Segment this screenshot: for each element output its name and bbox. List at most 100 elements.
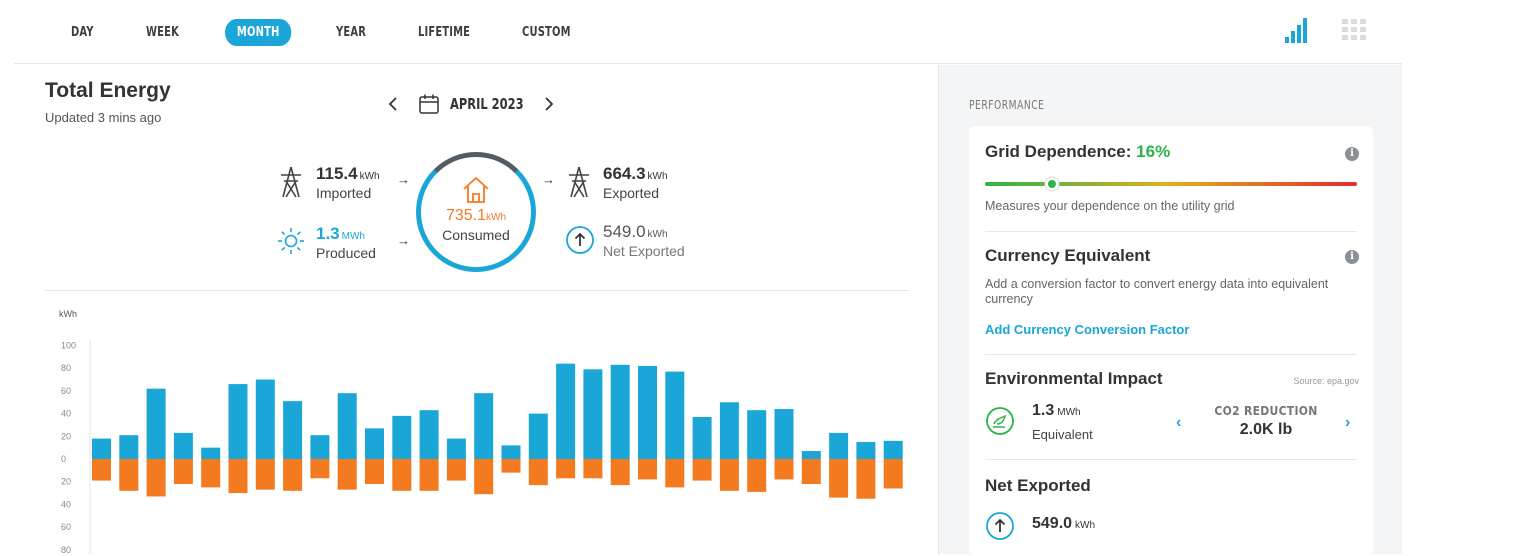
gauge-dot (1047, 180, 1056, 188)
export-bar (474, 459, 494, 495)
y-tick-label: 20 (61, 431, 71, 441)
consumed-value: 735.1 (445, 207, 487, 224)
consumption-bar (610, 364, 630, 459)
net-exported-row: 549.0 kWh (1032, 515, 1095, 533)
export-bar (119, 459, 139, 491)
info-icon[interactable]: i (1345, 250, 1359, 264)
tab-week[interactable]: WEEK (146, 25, 179, 40)
arrow-up-circle-icon (566, 226, 594, 254)
imported-stat: 115.4 kWh Imported (316, 165, 380, 201)
page-margin (1402, 0, 1536, 554)
grid-dependence-title: Grid Dependence: 16% (985, 142, 1170, 162)
info-icon[interactable]: i (1345, 147, 1359, 161)
consumption-bar (419, 410, 439, 459)
transmission-tower-icon (281, 166, 301, 198)
period-navigator: APRIL 2023 (384, 91, 558, 117)
imported-unit: kWh (359, 171, 380, 182)
arrow-up-circle-icon (986, 512, 1014, 540)
export-bar (337, 459, 357, 490)
environment-unit: MWh (1057, 407, 1081, 418)
grid-dependence-value: 16% (1136, 142, 1171, 161)
grid-dependence-desc: Measures your dependence on the utility … (985, 199, 1235, 213)
currency-desc: Add a conversion factor to convert energ… (985, 277, 1329, 306)
page-title: Total Energy (45, 79, 171, 102)
calendar-icon[interactable] (418, 93, 440, 115)
net-exported-unit: kWh (647, 229, 668, 240)
net-exported-stat: 549.0 kWh Net Exported (603, 223, 685, 259)
export-bar (583, 459, 603, 479)
divider (45, 290, 909, 291)
consumed-circle: 735.1kWh Consumed (416, 152, 536, 272)
consumption-bar (146, 388, 166, 459)
performance-card: Grid Dependence: 16% i Measures your dep… (969, 126, 1373, 556)
consumption-bar (201, 447, 221, 459)
exported-value: 664.3 (603, 164, 646, 183)
tab-custom[interactable]: CUSTOM (522, 25, 571, 40)
net-exported-label: Net Exported (603, 243, 685, 259)
tab-lifetime[interactable]: LIFETIME (418, 25, 471, 40)
chevron-left-icon[interactable]: ‹ (1176, 414, 1182, 431)
sun-icon (278, 228, 304, 254)
divider (985, 354, 1357, 355)
y-tick-label: 20 (61, 477, 71, 487)
export-bar (146, 459, 166, 497)
grid-icon[interactable] (1338, 15, 1370, 47)
consumption-bar (92, 438, 111, 459)
consumption-bar (801, 451, 821, 459)
consumption-bar (119, 435, 139, 459)
consumption-bar (501, 445, 521, 459)
performance-heading: PERFORMANCE (969, 98, 1045, 112)
consumption-bar (829, 432, 849, 459)
consumption-bar (692, 417, 712, 459)
consumed-unit: kWh (486, 212, 507, 223)
consumption-bar (883, 440, 903, 459)
chevron-right-icon[interactable]: › (1345, 414, 1351, 431)
net-exported-title: Net Exported (985, 476, 1091, 495)
y-axis-label: kWh (59, 309, 77, 319)
arrow-right-icon: → (397, 233, 410, 248)
chevron-right-icon[interactable] (538, 94, 558, 114)
co2-title: CO2 REDUCTION (1214, 404, 1318, 418)
export-bar (556, 459, 576, 479)
export-bar (419, 459, 439, 491)
consumption-bar (255, 379, 275, 459)
consumption-bar (774, 409, 794, 459)
bar-chart-icon[interactable] (1280, 15, 1312, 47)
export-bar (283, 459, 303, 491)
consumption-bar (528, 413, 548, 459)
y-tick-label: 60 (61, 522, 71, 532)
consumption-bar (173, 432, 193, 459)
add-currency-link[interactable]: Add Currency Conversion Factor (985, 322, 1190, 337)
consumption-bar (310, 435, 330, 459)
tab-day[interactable]: DAY (71, 25, 94, 40)
y-tick-label: 0 (61, 454, 66, 464)
chevron-left-icon[interactable] (384, 94, 404, 114)
currency-title: Currency Equivalent (985, 246, 1151, 265)
period-tabs-bar: DAY WEEK MONTH YEAR LIFETIME CUSTOM (14, 0, 1402, 64)
grid-dependence-label: Grid Dependence: (985, 142, 1132, 161)
consumption-bar (474, 393, 494, 459)
net-exported-value: 549.0 (603, 222, 646, 241)
export-bar (883, 459, 903, 489)
imported-value: 115.4 (316, 164, 358, 183)
produced-label: Produced (316, 245, 376, 261)
exported-label: Exported (603, 185, 660, 201)
export-bar (801, 459, 821, 484)
transmission-tower-icon (569, 166, 589, 198)
updated-timestamp: Updated 3 mins ago (45, 110, 162, 125)
y-tick-label: 40 (61, 409, 71, 419)
consumption-bar (446, 438, 466, 459)
y-tick-label: 100 (61, 341, 76, 351)
tab-year[interactable]: YEAR (336, 25, 367, 40)
tab-month[interactable]: MONTH (225, 19, 292, 46)
consumption-bar (747, 410, 767, 459)
arrow-right-icon: → (542, 172, 555, 187)
export-bar (829, 459, 849, 498)
export-bar (201, 459, 221, 488)
environment-source: Source: epa.gov (1293, 376, 1359, 386)
export-bar (228, 459, 248, 494)
divider (985, 231, 1357, 232)
imported-label: Imported (316, 185, 372, 201)
y-tick-label: 60 (61, 386, 71, 396)
performance-panel: PERFORMANCE Grid Dependence: 16% i (938, 65, 1402, 556)
